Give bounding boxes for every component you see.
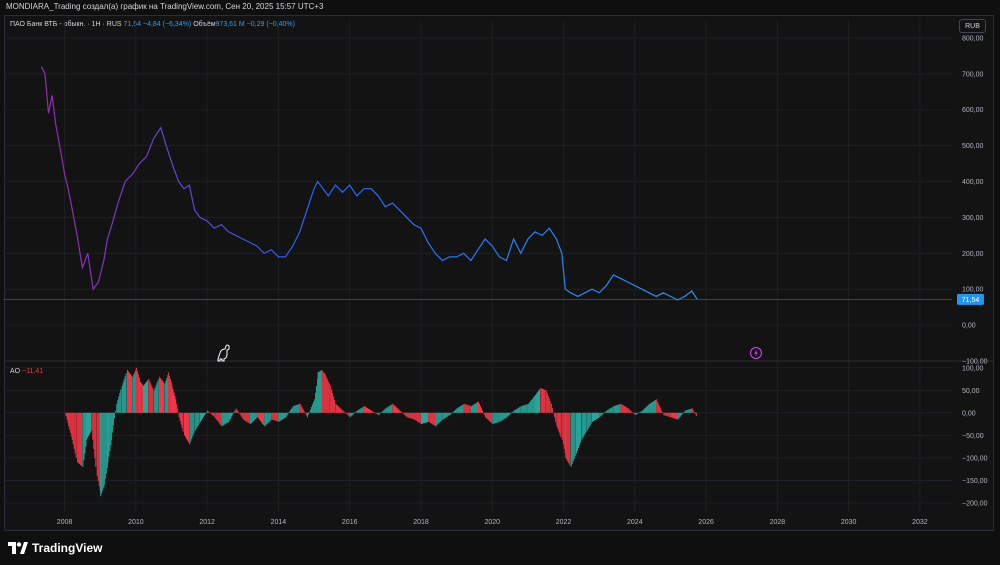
series-legend: ПАО Банк ВТБ - обыкн. · 1Н · RUS 71,54 −… bbox=[10, 21, 295, 28]
legend-price: 71,54 bbox=[123, 21, 142, 28]
symbol-name: ПАО Банк ВТБ - обыкн. · 1Н · RUS bbox=[10, 21, 122, 28]
brand[interactable]: TradingView bbox=[8, 540, 102, 556]
header-title: MONDIARA_Trading создал(а) график на Tra… bbox=[6, 2, 324, 11]
volume-value: 973,61 M bbox=[215, 21, 245, 28]
currency-button[interactable]: RUB bbox=[959, 19, 986, 33]
top-bar: MONDIARA_Trading создал(а) график на Tra… bbox=[0, 0, 1000, 16]
footer bbox=[0, 531, 1000, 565]
legend-change: −4,84 (−6,34%) bbox=[143, 21, 192, 28]
indicator-name: AO bbox=[10, 368, 21, 375]
volume-label: Объём bbox=[193, 21, 216, 28]
tradingview-logo-icon bbox=[8, 542, 28, 554]
chart-frame bbox=[4, 15, 994, 531]
volume-change: −0,29 (−0,40%) bbox=[246, 21, 295, 28]
indicator-legend: AO −11,41 bbox=[10, 368, 43, 375]
indicator-value: −11,41 bbox=[22, 368, 44, 375]
brand-name: TradingView bbox=[32, 541, 103, 555]
